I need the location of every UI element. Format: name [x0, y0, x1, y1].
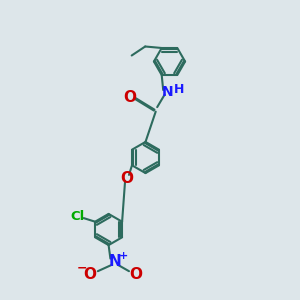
Text: N: N — [162, 85, 173, 98]
Text: Cl: Cl — [70, 210, 85, 223]
Text: +: + — [119, 251, 128, 261]
Text: O: O — [83, 267, 96, 282]
Text: O: O — [129, 267, 142, 282]
Text: N: N — [108, 254, 121, 269]
Text: H: H — [174, 82, 184, 96]
Text: −: − — [77, 262, 87, 275]
Text: O: O — [120, 171, 134, 186]
Text: O: O — [124, 90, 137, 105]
